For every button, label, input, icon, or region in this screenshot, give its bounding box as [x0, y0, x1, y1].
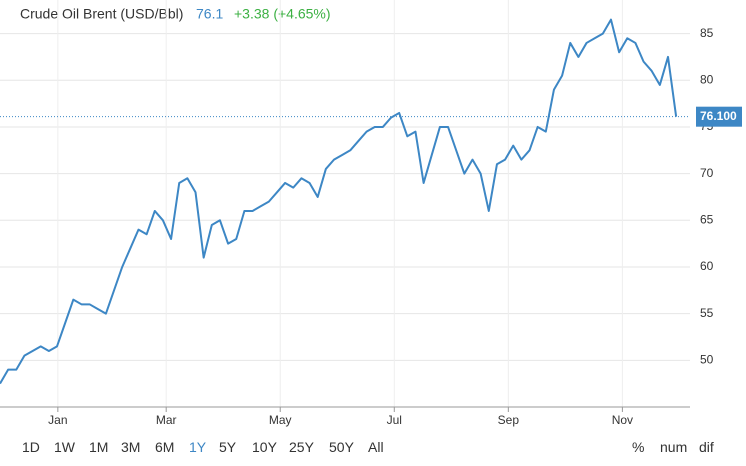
x-tick-label: May	[269, 413, 292, 427]
range-button[interactable]: 6M	[155, 439, 175, 455]
range-button[interactable]: 1M	[89, 439, 109, 455]
y-tick-label: 80	[700, 72, 714, 86]
mode-button[interactable]: dif	[699, 439, 714, 455]
last-value-label: 76.100	[700, 109, 737, 123]
control-bar: 1D 1W 1M 3M 6M 1Y 5Y 10Y 25Y 50Y All% num dif	[0, 436, 746, 460]
range-button[interactable]: 5Y	[219, 439, 237, 455]
mode-button[interactable]: %	[632, 439, 645, 455]
x-tick-label: Jul	[387, 413, 402, 427]
x-tick-label: Nov	[612, 413, 633, 427]
y-tick-label: 70	[700, 166, 714, 180]
price-change: +3.38 (+4.65%)	[234, 6, 331, 22]
range-button[interactable]: 3M	[121, 439, 141, 455]
x-tick-label: Jan	[48, 413, 67, 427]
y-tick-label: 60	[700, 259, 714, 273]
last-price: 76.1	[196, 6, 223, 22]
y-tick-label: 55	[700, 306, 714, 320]
range-button[interactable]: 1W	[54, 439, 75, 455]
range-button[interactable]: 1Y	[189, 439, 207, 455]
price-line	[0, 18, 678, 385]
range-button[interactable]: 1D	[22, 439, 40, 455]
mode-button[interactable]: num	[660, 439, 688, 455]
y-tick-label: 65	[700, 212, 714, 226]
y-tick-label: 50	[700, 352, 714, 366]
range-button[interactable]: 50Y	[329, 439, 354, 455]
range-button[interactable]: 10Y	[252, 439, 277, 455]
range-button[interactable]: All	[368, 439, 384, 455]
chart: Crude Oil Brent (USD/Bbl) 76.1 +3.38 (+4…	[0, 0, 742, 427]
range-button[interactable]: 25Y	[289, 439, 314, 455]
y-tick-label: 85	[700, 26, 714, 40]
x-tick-label: Sep	[498, 413, 520, 427]
chart-title: Crude Oil Brent (USD/Bbl)	[20, 6, 183, 22]
last-value-box	[696, 106, 742, 127]
x-tick-label: Mar	[156, 413, 177, 427]
